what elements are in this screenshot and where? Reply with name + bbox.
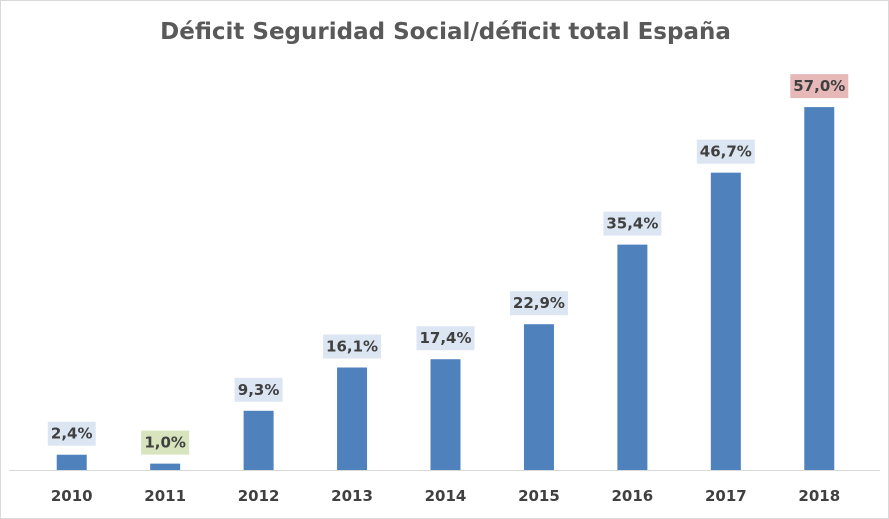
data-label-2010: 2,4% [51,425,93,443]
data-label-2017: 46,7% [700,143,752,161]
data-label-box-2013 [323,334,382,359]
x-tick-label-2014: 2014 [425,487,467,505]
data-label-2015: 22,9% [513,294,565,312]
bar-2010 [56,454,87,470]
bar-2014 [430,359,461,470]
x-tick-label-2010: 2010 [51,487,93,505]
x-tick-label-2015: 2015 [518,487,560,505]
bar-2018 [804,107,835,470]
data-label-box-2014 [416,326,475,351]
x-tick-label-2013: 2013 [331,487,373,505]
x-tick-label-2012: 2012 [238,487,280,505]
data-label-2011: 1,0% [144,434,186,452]
data-label-box-2015 [509,291,568,316]
bar-2016 [617,244,648,470]
data-label-2013: 16,1% [326,337,378,355]
data-label-2014: 17,4% [419,329,471,347]
data-label-box-2017 [696,139,755,164]
data-label-2018: 57,0% [793,77,845,95]
data-label-box-2011 [141,430,190,455]
bar-2011 [150,463,181,470]
data-label-box-2010 [47,421,96,446]
data-label-2012: 9,3% [238,381,280,399]
chart-title: Déficit Seguridad Social/déficit total E… [160,19,731,45]
x-tick-label-2017: 2017 [705,487,747,505]
data-label-box-2018 [790,74,849,99]
bar-2012 [243,410,274,470]
bar-2015 [523,324,554,470]
x-tick-label-2011: 2011 [144,487,186,505]
data-label-2016: 35,4% [606,215,658,233]
data-label-box-2012 [234,377,283,402]
x-tick-label-2016: 2016 [612,487,654,505]
data-label-box-2016 [603,211,662,236]
x-tick-label-2018: 2018 [798,487,840,505]
bar-2013 [337,367,368,470]
bar-2017 [710,172,741,470]
